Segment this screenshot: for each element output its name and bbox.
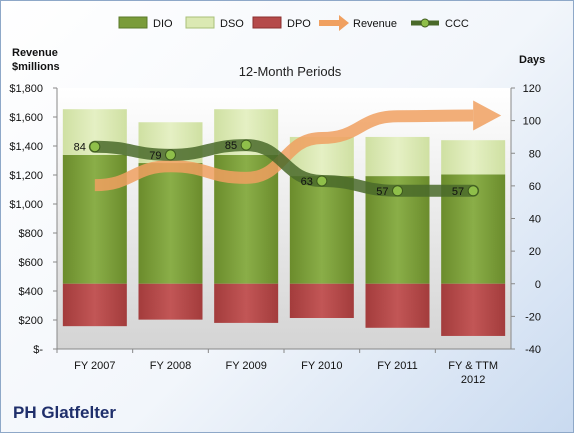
legend-label-dso: DSO [220, 18, 244, 30]
legend-swatch-dso [185, 16, 215, 29]
left-tick-label: $1,600 [9, 112, 43, 124]
left-tick-label: $200 [19, 315, 43, 327]
revenue-arrow-head [473, 100, 502, 131]
right-tick-label: -40 [525, 344, 541, 356]
bar-dso [441, 140, 506, 175]
left-tick-label: $1,200 [9, 170, 43, 182]
legend-swatch-revenue-head [339, 15, 349, 31]
ccc-point [165, 149, 176, 161]
company-name: PH Glatfelter [13, 403, 116, 422]
bar-dpo [441, 283, 506, 336]
bar-dio [62, 154, 127, 284]
left-tick-label: $800 [19, 228, 43, 240]
ccc-data-label: 79 [149, 150, 161, 162]
bar-dpo [62, 283, 127, 327]
x-tick-label: FY 2008 [150, 360, 191, 372]
bar-dpo [214, 283, 279, 323]
right-tick-label: 100 [523, 116, 541, 128]
ccc-data-label: 63 [301, 176, 313, 188]
right-tick-label: 40 [529, 214, 541, 226]
right-tick-label: 60 [529, 181, 541, 193]
legend-label-dio: DIO [153, 18, 173, 30]
ccc-point [392, 185, 403, 197]
legend-label-dpo: DPO [287, 18, 311, 30]
right-tick-label: 0 [535, 279, 541, 291]
left-tick-label: $1,400 [9, 141, 43, 153]
y-left-axis-label-line2: $millions [12, 61, 60, 73]
plot-area [57, 88, 511, 349]
x-tick-label: FY & TTM 2012 [448, 360, 498, 386]
x-tick-label: FY 2007 [74, 360, 115, 372]
legend-swatch-dpo [252, 16, 282, 29]
y-left-axis-label-line1: Revenue [12, 47, 58, 59]
legend: DIO DSO DPO Revenue CCC [118, 15, 469, 31]
legend-label-ccc: CCC [445, 18, 469, 30]
left-tick-label: $- [33, 344, 43, 356]
right-tick-label: 80 [529, 148, 541, 160]
ccc-data-label: 57 [452, 186, 464, 198]
bar-dpo [289, 283, 354, 319]
bar-dio [289, 176, 354, 284]
left-tick-label: $1,000 [9, 199, 43, 211]
ccc-data-label: 85 [225, 140, 237, 152]
right-tick-label: 120 [523, 83, 541, 95]
bar-dpo [138, 283, 203, 320]
ccc-point [89, 141, 101, 153]
left-tick-label: $400 [19, 286, 43, 298]
right-tick-label: 20 [529, 246, 541, 258]
y-right-axis-label: Days [519, 54, 545, 66]
chart: 84 79 85 63 57 57 $- $200 $400 $600 $800 $1,000 $1,… [9, 15, 545, 386]
legend-label-revenue: Revenue [353, 18, 397, 30]
chart-title: 12-Month Periods [239, 64, 342, 79]
legend-swatch-dio [118, 16, 148, 29]
ccc-data-label: 84 [74, 142, 86, 154]
x-tick-label: FY 2009 [225, 360, 266, 372]
x-tick-label: FY 2011 [377, 360, 418, 372]
left-tick-label: $600 [19, 257, 43, 269]
x-tick-label: FY 2010 [301, 360, 342, 372]
ccc-data-label: 57 [376, 186, 388, 198]
legend-swatch-revenue [319, 20, 339, 26]
ccc-point [240, 139, 252, 151]
right-tick-label: -20 [525, 311, 541, 323]
ccc-point [316, 175, 328, 187]
bar-dpo [365, 283, 430, 328]
legend-swatch-ccc-dot [420, 18, 430, 28]
bar-dso [365, 136, 430, 177]
bar-dio [138, 163, 203, 284]
ccc-point [467, 185, 479, 197]
left-tick-label: $1,800 [9, 83, 43, 95]
